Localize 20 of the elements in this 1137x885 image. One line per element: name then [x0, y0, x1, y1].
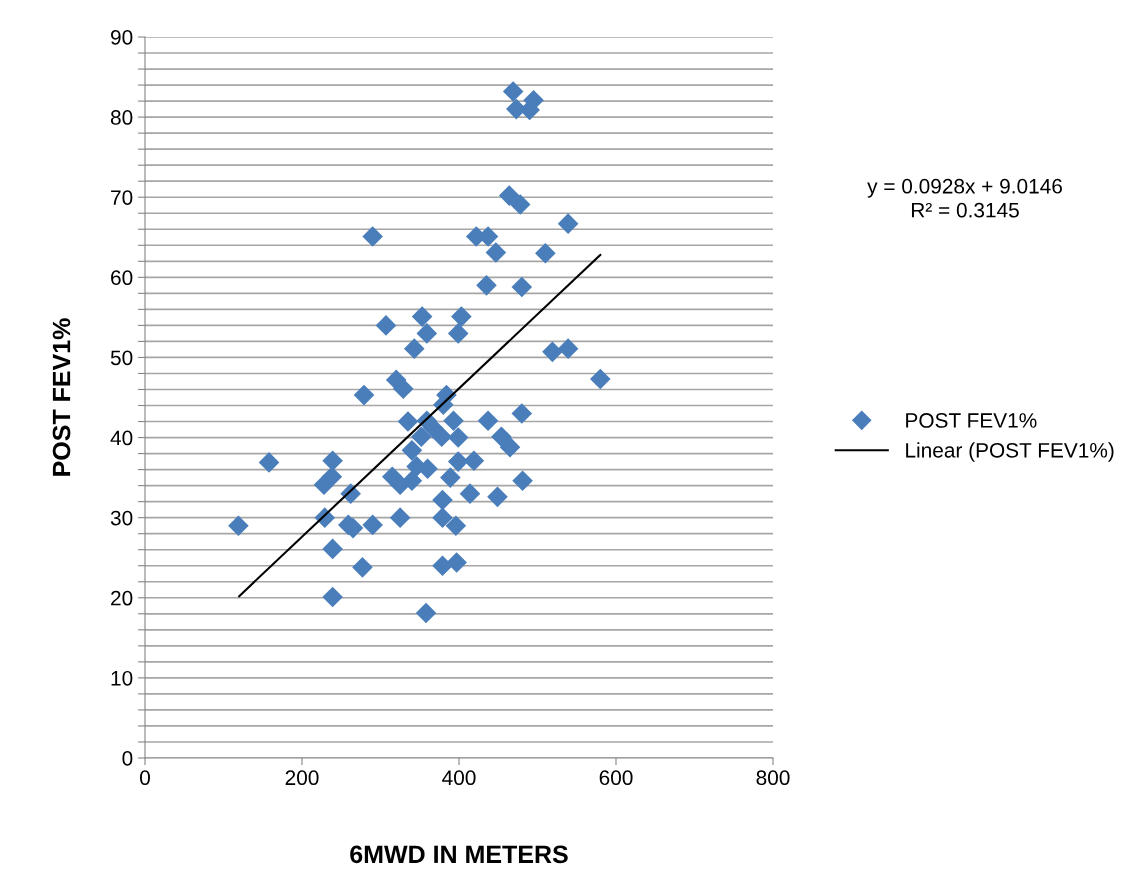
- x-tick-label: 400: [442, 770, 476, 786]
- legend-label: Linear (POST FEV1%): [906, 442, 1114, 462]
- y-tick-label: 90: [111, 30, 133, 45]
- y-axis-title: POST FEV1%: [52, 318, 71, 476]
- y-tick-label: 0: [122, 751, 133, 766]
- legend-label: POST FEV1%: [906, 413, 1037, 428]
- y-tick-label: 70: [111, 190, 133, 205]
- y-tick-label: 10: [111, 670, 133, 686]
- y-tick-label: 40: [110, 430, 133, 446]
- y-tick-label: 20: [111, 590, 133, 606]
- x-axis-title: 6MWD IN METERS: [350, 845, 568, 864]
- x-tick-label: 200: [285, 770, 319, 786]
- x-tick-label: 800: [756, 770, 790, 786]
- y-tick-label: 60: [111, 270, 133, 286]
- y-tick-label: 80: [110, 110, 133, 125]
- y-tick-label: 50: [110, 350, 133, 366]
- x-tick-label: 0: [140, 770, 150, 786]
- x-tick-label: 600: [599, 770, 633, 786]
- text: y = 0.0928x + 9.0146 R² = 0.3145: [867, 178, 1062, 218]
- y-tick-label: 30: [110, 510, 133, 526]
